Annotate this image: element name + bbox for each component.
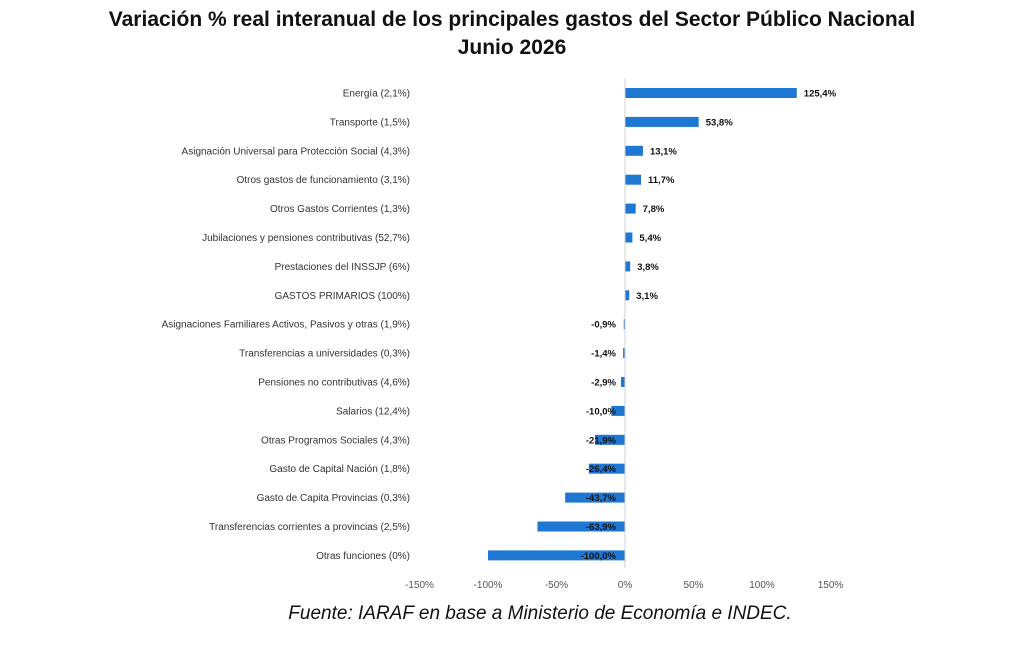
bar bbox=[625, 174, 642, 185]
bar bbox=[488, 550, 625, 561]
value-label: 13,1% bbox=[650, 146, 677, 157]
bar bbox=[625, 88, 797, 98]
chart-title: Variación % real interanual de los princ… bbox=[108, 8, 916, 31]
bar bbox=[625, 290, 630, 301]
bar bbox=[565, 492, 625, 503]
category-label: Energía (2,1%) bbox=[343, 89, 410, 100]
category-label: Jubilaciones y pensiones contributivas (… bbox=[202, 233, 410, 244]
category-label: Pensiones no contributivas (4,6%) bbox=[258, 378, 410, 389]
chart-subtitle: Junio 2026 bbox=[457, 36, 567, 59]
category-label: Gasto de Capital Nación (1,8%) bbox=[269, 464, 410, 475]
bar bbox=[625, 203, 636, 214]
category-label: Asignación Universal para Protección Soc… bbox=[182, 146, 410, 157]
bar bbox=[625, 261, 631, 272]
value-label: -26,4% bbox=[586, 464, 617, 475]
value-label: -10,0% bbox=[586, 406, 617, 417]
bar-chart: Energía (2,1%) Transporte (1,5%) Asignació… bbox=[162, 78, 843, 591]
x-tick-label: -150% bbox=[405, 580, 434, 591]
x-tick-label: 50% bbox=[683, 580, 703, 591]
value-label: 11,7% bbox=[648, 175, 675, 186]
value-label: -1,4% bbox=[591, 349, 616, 360]
x-tick-label: 100% bbox=[749, 580, 775, 591]
value-label: -21,9% bbox=[586, 435, 617, 446]
bar bbox=[537, 521, 625, 532]
source-note: Fuente: IARAF en base a Ministerio de Ec… bbox=[288, 603, 792, 624]
value-label: 3,8% bbox=[637, 262, 659, 273]
x-tick-label: 150% bbox=[818, 580, 844, 591]
bar bbox=[594, 434, 625, 445]
bar bbox=[625, 116, 699, 127]
value-label: -0,9% bbox=[591, 320, 616, 331]
value-label: -100,0% bbox=[581, 551, 617, 562]
category-label: Otras funciones (0%) bbox=[316, 551, 410, 562]
x-tick-label: -50% bbox=[545, 580, 568, 591]
category-label: Asignaciones Familiares Activos, Pasivos… bbox=[162, 320, 410, 331]
x-tick-label: -100% bbox=[474, 580, 503, 591]
value-label: 3,1% bbox=[636, 291, 658, 302]
category-label: Prestaciones del INSSJP (6%) bbox=[275, 262, 410, 273]
bar bbox=[625, 145, 643, 156]
value-label: -43,7% bbox=[586, 493, 617, 504]
bar bbox=[611, 405, 625, 416]
category-label: Transferencias corrientes a provincias (… bbox=[209, 522, 410, 533]
category-label: Salarios (12,4%) bbox=[336, 406, 410, 417]
bar bbox=[625, 232, 633, 243]
value-label: -63,9% bbox=[586, 522, 617, 533]
category-label: Otros gastos de funcionamiento (3,1%) bbox=[237, 175, 410, 186]
bar bbox=[621, 377, 625, 387]
category-label: GASTOS PRIMARIOS (100%) bbox=[275, 291, 410, 302]
value-label: 7,8% bbox=[643, 204, 665, 215]
category-label: Transferencias a universidades (0,3%) bbox=[239, 349, 410, 360]
value-label: 53,8% bbox=[706, 117, 733, 128]
category-label: Otras Programos Sociales (4,3%) bbox=[261, 435, 410, 446]
bars-layer bbox=[488, 88, 797, 561]
value-label: 125,4% bbox=[804, 89, 837, 100]
x-tick-label: 0% bbox=[618, 580, 633, 591]
category-labels: Energía (2,1%) Transporte (1,5%) Asignació… bbox=[162, 89, 410, 562]
value-labels: 125,4% 53,8% 13,1% 11,7% 7,8% 5,4% 3,8% 3,1% -0,… bbox=[581, 89, 837, 562]
x-axis: -150% -100% -50% 0% 50% 100% 150% bbox=[405, 78, 843, 591]
category-label: Otros Gastos Corrientes (1,3%) bbox=[270, 204, 410, 215]
category-label: Gasto de Capita Provincias (0,3%) bbox=[257, 493, 410, 504]
bar bbox=[588, 463, 625, 474]
value-label: 5,4% bbox=[639, 233, 661, 244]
category-label: Transporte (1,5%) bbox=[330, 117, 410, 128]
value-label: -2,9% bbox=[591, 378, 616, 389]
bar bbox=[623, 348, 625, 359]
